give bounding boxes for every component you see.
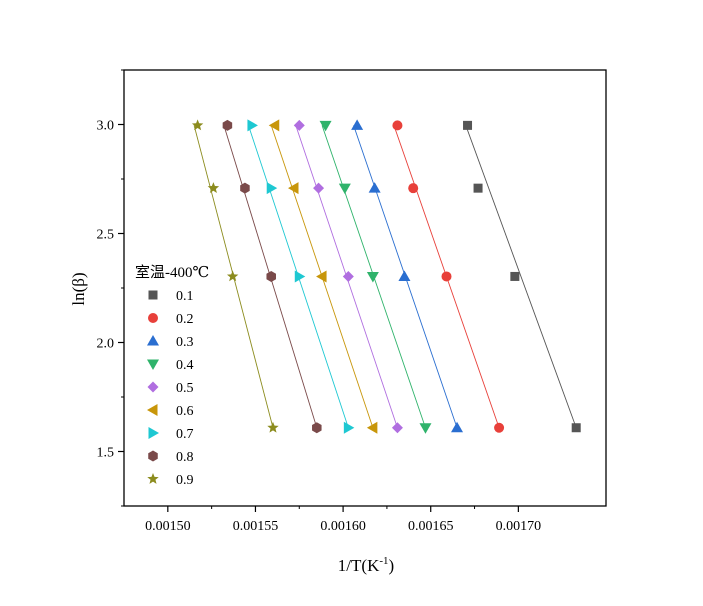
legend-label-0.1: 0.1 [176,289,194,304]
data-point-0.3 [351,119,364,130]
legend-label-0.3: 0.3 [176,335,194,350]
data-point-0.9 [191,119,204,131]
data-point-0.5 [391,422,403,434]
legend: 室温-400℃ 0.1 0.2 0.3 0.4 0.5 0.6 0.7 0.8 0.9 [135,264,209,488]
data-point-0.2 [392,120,403,131]
data-point-0.1 [473,183,483,193]
data-point-0.1 [571,423,581,433]
data-point-0.2 [408,183,419,194]
y-tick-label: 2.5 [97,228,115,243]
data-point-0.9 [267,421,279,433]
x-tick-label: 0.00150 [145,519,191,534]
data-point-0.6 [316,270,327,283]
data-point-0.8 [266,270,276,282]
y-tick-label: 1.5 [97,446,115,461]
data-markers [191,119,581,434]
legend-marker-0.2 [148,313,158,323]
legend-marker-0.7 [148,427,159,439]
legend-marker-0.3 [147,335,159,346]
data-point-0.6 [268,119,280,132]
x-axis-title-superscript: -1 [379,555,388,567]
legend-label-0.2: 0.2 [176,312,194,327]
y-tick-label: 3.0 [97,119,115,134]
data-point-0.4 [338,183,351,195]
data-point-0.1 [463,120,473,130]
legend-label-0.8: 0.8 [176,450,194,465]
y-axis-title: ln(β) [69,272,88,305]
data-point-0.3 [398,270,411,281]
data-point-0.7 [294,270,306,283]
x-axis-title-suffix: ) [389,556,395,575]
data-point-0.4 [366,271,379,283]
x-tick-label: 0.00170 [496,519,542,534]
data-point-0.7 [343,421,355,434]
legend-marker-0.9 [147,473,159,484]
data-point-0.3 [368,182,381,193]
legend-marker-0.5 [147,381,159,393]
data-point-0.4 [319,120,332,132]
data-point-0.8 [312,422,322,434]
x-ticks: 0.00150 0.00155 0.00160 0.00165 0.00170 [145,506,541,534]
x-tick-label: 0.00155 [233,519,279,534]
data-point-0.9 [226,270,239,282]
legend-marker-0.1 [148,290,158,300]
y-ticks: 1.5 2.0 2.5 3.0 [97,69,124,507]
x-tick-label: 0.00165 [408,519,454,534]
legend-marker-0.6 [147,404,158,416]
x-tick-label: 0.00160 [320,519,366,534]
data-point-0.9 [207,182,220,194]
legend-label-0.9: 0.9 [176,473,194,488]
data-point-0.5 [293,119,305,131]
data-point-0.2 [494,422,505,433]
data-point-0.5 [342,270,354,282]
data-point-0.2 [441,271,452,282]
data-point-0.3 [451,421,464,433]
legend-label-0.4: 0.4 [176,358,194,373]
data-point-0.8 [222,119,233,131]
data-point-0.7 [266,182,278,195]
legend-label-0.5: 0.5 [176,381,194,396]
data-point-0.1 [510,271,520,281]
data-point-0.8 [240,182,250,194]
data-point-0.6 [366,421,378,434]
data-point-0.7 [247,119,258,132]
legend-marker-0.4 [147,359,159,370]
y-tick-label: 2.0 [97,337,115,352]
data-point-0.4 [419,423,432,434]
legend-label-0.7: 0.7 [176,427,194,442]
legend-label-0.6: 0.6 [176,404,194,419]
x-axis-title: 1/T(K-1) [338,555,394,575]
data-point-0.5 [313,182,325,194]
legend-title: 室温-400℃ [135,264,209,281]
legend-marker-0.8 [148,450,158,462]
data-point-0.6 [288,182,299,195]
fit-line-0.1 [465,125,577,428]
